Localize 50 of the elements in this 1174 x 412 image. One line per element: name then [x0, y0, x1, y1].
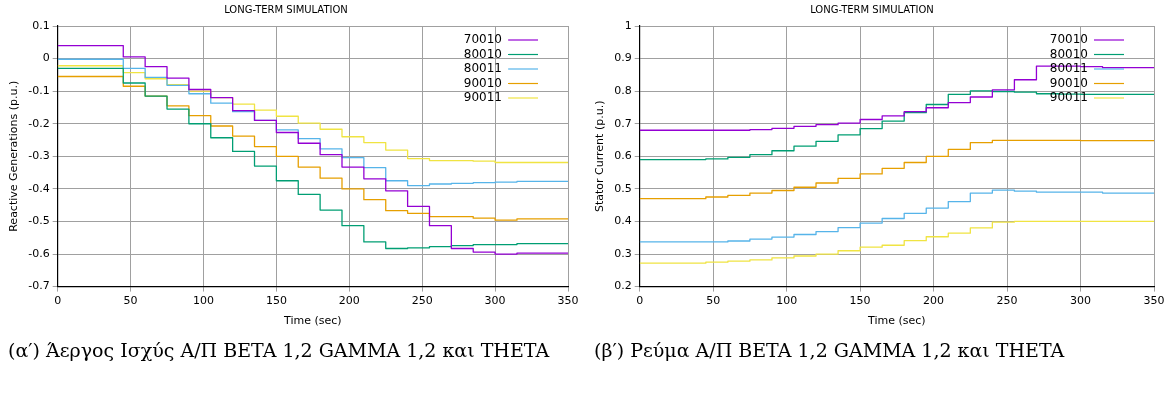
y-tick-label: 0.9: [614, 51, 632, 65]
x-tick-label: 150: [265, 294, 287, 308]
y-tick-label: 0.5: [614, 181, 632, 195]
legend-label: 80010: [463, 46, 502, 61]
x-tick-label: 100: [776, 294, 798, 308]
legend-label: 80010: [1049, 46, 1088, 61]
x-tick-label: 0: [54, 294, 62, 308]
legend-label: 80011: [463, 61, 502, 76]
legend-label: 90011: [463, 90, 502, 105]
y-tick-label: 0.3: [614, 246, 632, 260]
x-tick-label: 100: [192, 294, 214, 308]
legend-label: 90010: [463, 75, 502, 90]
legend-label: 90010: [1049, 75, 1088, 90]
y-tick-label: -0.2: [28, 116, 50, 130]
y-tick-label: 0.6: [614, 149, 632, 163]
legend-label: 70010: [1049, 32, 1088, 47]
x-tick-label: 250: [411, 294, 433, 308]
chart-title: LONG-TERM SIMULATION: [810, 3, 934, 15]
y-tick-label: 0.7: [614, 116, 632, 130]
x-tick-label: 50: [123, 294, 138, 308]
x-tick-label: 150: [849, 294, 871, 308]
x-tick-label: 200: [923, 294, 945, 308]
text: (β′) Ρεύμα Α/Π BETA 1,2 GAMMA 1,2 και THETA: [594, 338, 1066, 362]
x-tick-label: 0: [636, 294, 644, 308]
y-tick-label: 0.2: [614, 279, 632, 293]
y-axis-title: Reactive Generations (p.u.): [7, 80, 21, 232]
y-tick-label: -0.7: [28, 279, 50, 293]
x-tick-label: 300: [1070, 294, 1092, 308]
chart-title: LONG-TERM SIMULATION: [224, 3, 348, 15]
y-tick-label: -0.4: [28, 181, 50, 195]
x-axis-title: Time (sec): [867, 314, 926, 328]
y-tick-label: 0.4: [614, 214, 632, 228]
y-axis-title: Stator Current (p.u.): [593, 100, 607, 213]
y-tick-label: -0.5: [28, 214, 50, 228]
y-tick-label: 0.8: [614, 84, 632, 98]
x-axis-title: Time (sec): [283, 314, 342, 328]
x-tick-label: 250: [996, 294, 1018, 308]
x-tick-label: 200: [338, 294, 360, 308]
y-tick-label: -0.1: [28, 84, 50, 98]
y-tick-label: -0.3: [28, 149, 50, 163]
y-tick-label: 0: [42, 51, 50, 65]
x-tick-label: 300: [484, 294, 506, 308]
legend-label: 70010: [463, 32, 502, 47]
x-tick-label: 350: [557, 294, 579, 308]
x-tick-label: 50: [706, 294, 721, 308]
y-tick-label: 1: [624, 18, 632, 32]
y-tick-label: 0.1: [32, 18, 50, 32]
x-tick-label: 350: [1143, 294, 1165, 308]
y-tick-label: -0.6: [28, 246, 50, 260]
text: (α′) Άεργος Ισχύς Α/Π BETA 1,2 GAMMA 1,2 και THETA: [8, 338, 551, 362]
